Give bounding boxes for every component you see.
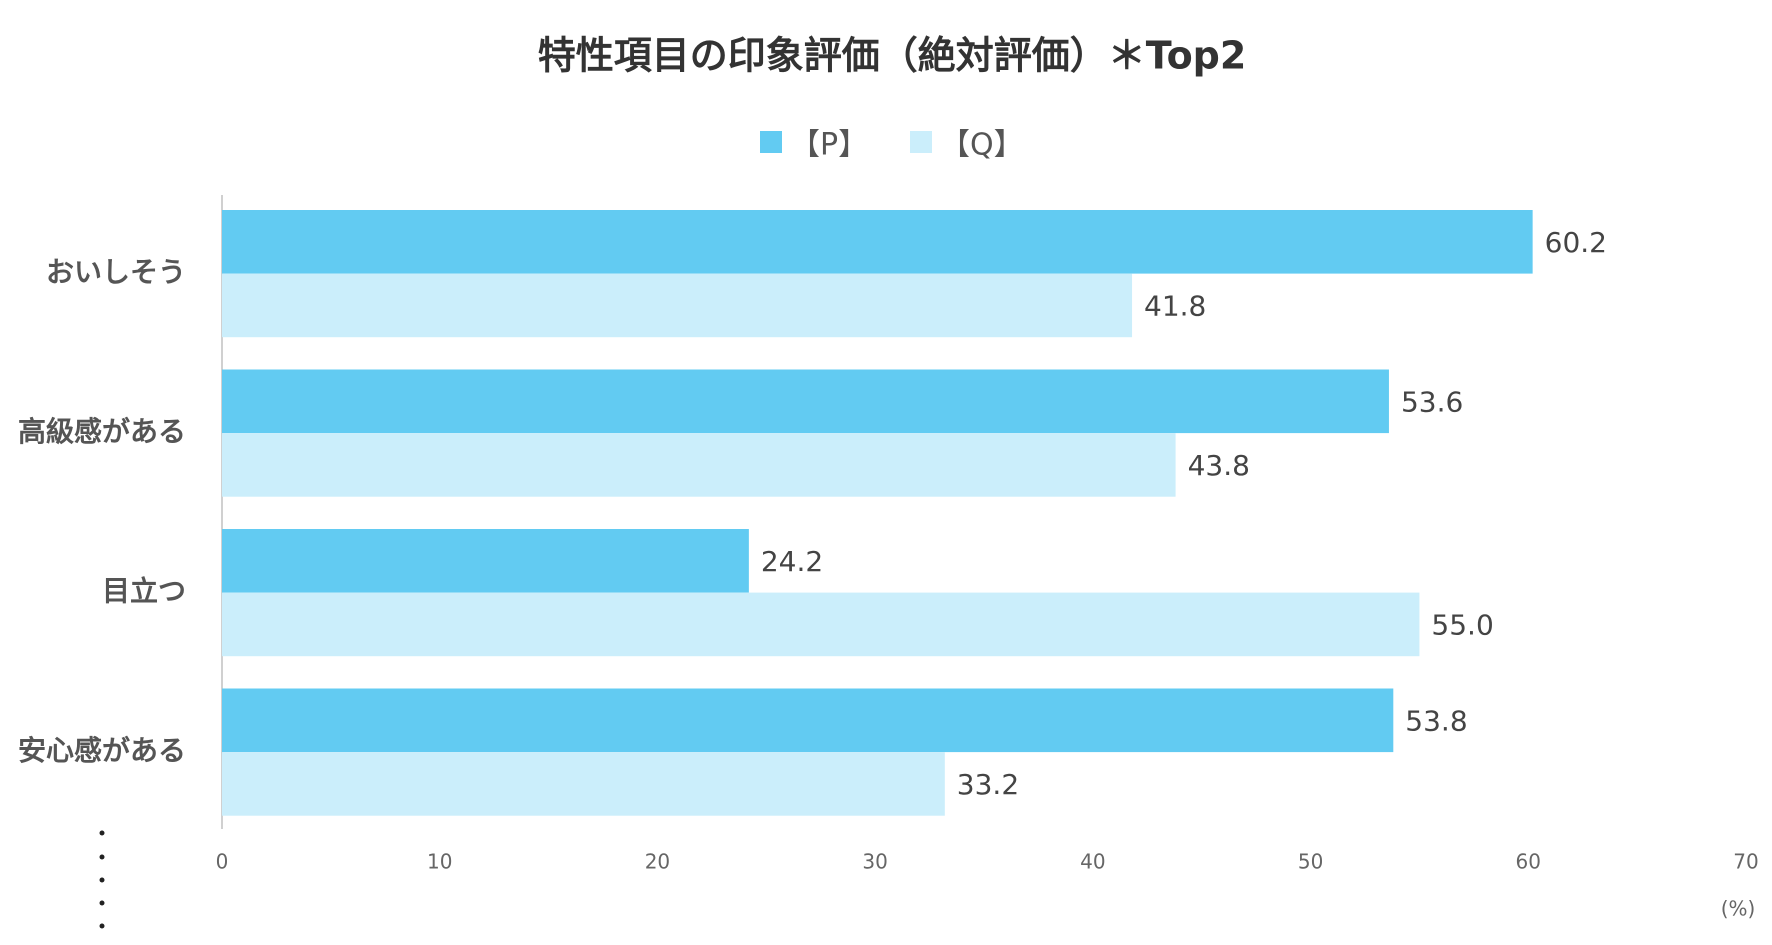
y-tick-label: おいしそう [46,256,186,289]
x-tick-label: 0 [216,850,229,874]
legend-swatch [910,131,932,153]
bar [222,688,1394,753]
value-label: 53.8 [1405,704,1467,737]
y-tick-label: 安心感がある [18,734,186,767]
bar [222,273,1133,338]
x-tick-label: 30 [862,850,887,874]
x-tick-label: 70 [1733,850,1758,874]
legend-label: 【Q】 [940,128,1024,163]
value-label: 41.8 [1144,289,1206,322]
legend-swatch [760,131,782,153]
bar [222,752,945,816]
x-tick-label: 40 [1080,850,1105,874]
x-tick-label: 50 [1298,850,1323,874]
bar [222,210,1533,274]
x-tick-label: 10 [427,850,452,874]
legend-label: 【P】 [790,128,868,163]
value-label: 55.0 [1431,608,1493,641]
x-unit: (%) [1721,897,1756,921]
value-label: 24.2 [761,545,823,578]
bar [222,529,749,593]
x-tick-label: 60 [1516,850,1541,874]
bar [222,433,1176,497]
y-tick-label: 高級感がある [18,415,186,448]
chart-title: 特性項目の印象評価（絶対評価）＊Top2 [538,34,1247,78]
bar [222,369,1389,434]
value-label: 43.8 [1188,449,1250,482]
value-label: 33.2 [957,768,1019,801]
decoration-dots [99,830,105,929]
value-label: 60.2 [1545,226,1607,259]
x-tick-label: 20 [645,850,670,874]
y-tick-label: 目立つ [102,575,186,608]
bar [222,592,1420,657]
value-label: 53.6 [1401,385,1463,418]
